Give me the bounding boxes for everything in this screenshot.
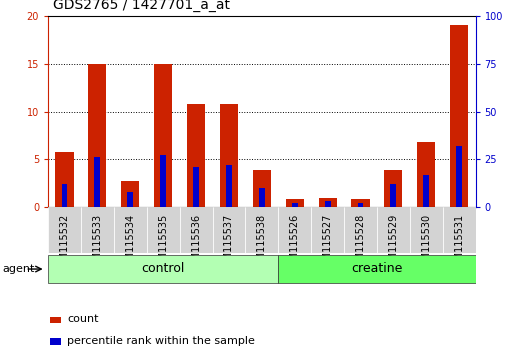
Bar [50,317,61,323]
Text: agent: agent [3,264,35,274]
Bar [252,170,270,207]
Bar [449,25,467,207]
Text: creatine: creatine [350,262,402,275]
Text: GSM115528: GSM115528 [355,214,365,273]
Text: GSM115533: GSM115533 [92,214,102,273]
Bar [212,207,245,253]
Text: GDS2765 / 1427701_a_at: GDS2765 / 1427701_a_at [53,0,230,12]
Bar [160,155,166,207]
Bar [187,104,205,207]
Text: count: count [67,314,98,324]
Bar [278,207,311,253]
Bar [127,192,133,207]
Bar [324,201,330,207]
Text: GSM115527: GSM115527 [322,214,332,273]
Text: GSM115526: GSM115526 [289,214,299,273]
Bar [154,64,172,207]
Bar [146,207,179,253]
Bar [311,207,343,253]
Bar [179,207,212,253]
Bar [390,184,395,207]
Bar [245,207,278,253]
Bar [423,175,428,207]
Bar [285,199,303,207]
Bar [94,158,100,207]
Bar [376,207,409,253]
Bar [442,207,475,253]
Bar [48,255,278,283]
Text: GSM115535: GSM115535 [158,214,168,273]
Bar [259,188,264,207]
Bar [48,207,81,253]
Bar [50,338,61,344]
Bar [56,152,73,207]
Bar [384,170,401,207]
Bar [220,104,237,207]
Text: GSM115538: GSM115538 [257,214,266,273]
Bar [291,203,297,207]
Bar [114,207,146,253]
Text: GSM115532: GSM115532 [60,214,69,273]
Text: GSM115536: GSM115536 [191,214,200,273]
Bar [351,199,369,207]
Bar [318,199,336,207]
Text: GSM115531: GSM115531 [453,214,463,273]
Bar [193,167,198,207]
Text: GSM115537: GSM115537 [224,214,233,273]
Text: GSM115530: GSM115530 [421,214,430,273]
Bar [343,207,376,253]
Bar [409,207,442,253]
Bar [81,207,114,253]
Bar [278,255,475,283]
Bar [456,146,461,207]
Bar [226,165,231,207]
Bar [88,64,106,207]
Bar [62,184,67,207]
Text: GSM115529: GSM115529 [388,214,397,273]
Bar [357,203,363,207]
Text: percentile rank within the sample: percentile rank within the sample [67,336,255,346]
Text: control: control [141,262,184,275]
Text: GSM115534: GSM115534 [125,214,135,273]
Bar [121,181,139,207]
Bar [417,142,434,207]
